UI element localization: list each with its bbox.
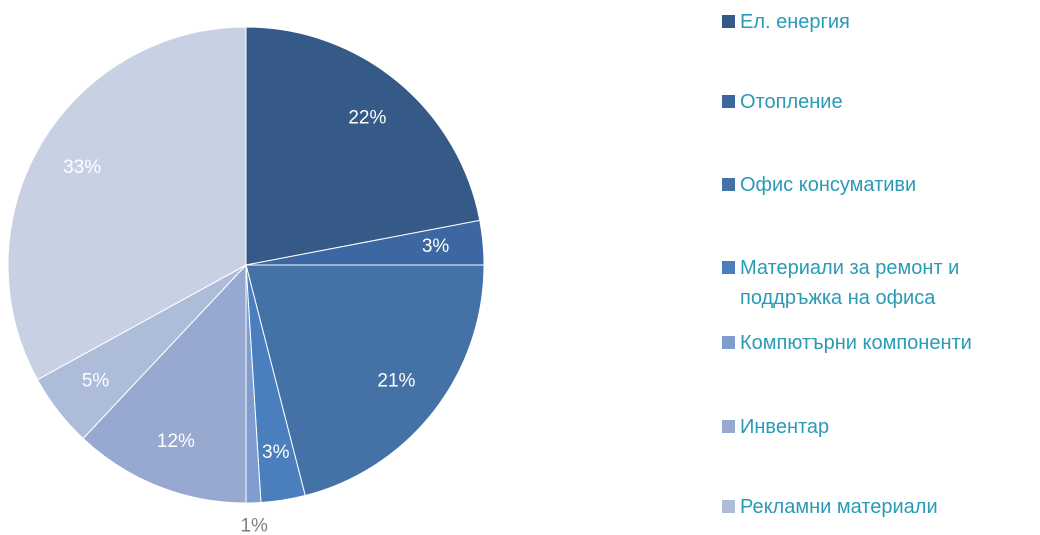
legend-label: Рекламни материали — [740, 496, 938, 518]
legend-entry: Компютърни компоненти — [722, 328, 1032, 358]
legend-entry: Материали за ремонт и поддръжка на офиса — [722, 253, 1032, 313]
legend-entry: Офис консумативи — [722, 170, 1032, 200]
data-label: 5% — [82, 371, 110, 392]
legend-swatch — [722, 500, 735, 513]
legend-entry: Инвентар — [722, 412, 1032, 442]
pie-slice — [245, 264, 485, 497]
data-label: 1% — [240, 516, 268, 535]
legend-swatch — [722, 95, 735, 108]
legend-entry: Рекламни материали — [722, 492, 1032, 522]
legend-swatch — [722, 261, 735, 274]
legend-swatch — [722, 15, 735, 28]
legend-label: Отопление — [740, 91, 843, 113]
data-label: 12% — [157, 431, 195, 452]
legend-entry: Ел. енергия — [722, 7, 1032, 37]
data-label: 33% — [63, 157, 101, 178]
legend-label: Компютърни компоненти — [740, 332, 972, 354]
pie-slice — [245, 26, 481, 266]
pie-slice — [82, 263, 247, 504]
data-label: 21% — [377, 371, 415, 392]
legend-label: Офис консумативи — [740, 174, 917, 196]
legend-entry: Отопление — [722, 87, 1032, 117]
legend-swatch — [722, 420, 735, 433]
legend-label: Инвентар — [740, 416, 830, 438]
data-label: 3% — [422, 236, 450, 257]
legend-label: Материали за ремонт и поддръжка на офиса — [740, 257, 960, 309]
legend-label: Ел. енергия — [740, 11, 850, 33]
pie-slice — [7, 26, 247, 381]
legend-swatch — [722, 336, 735, 349]
legend-swatch — [722, 178, 735, 191]
data-label: 22% — [348, 107, 386, 128]
data-label: 3% — [262, 442, 290, 463]
